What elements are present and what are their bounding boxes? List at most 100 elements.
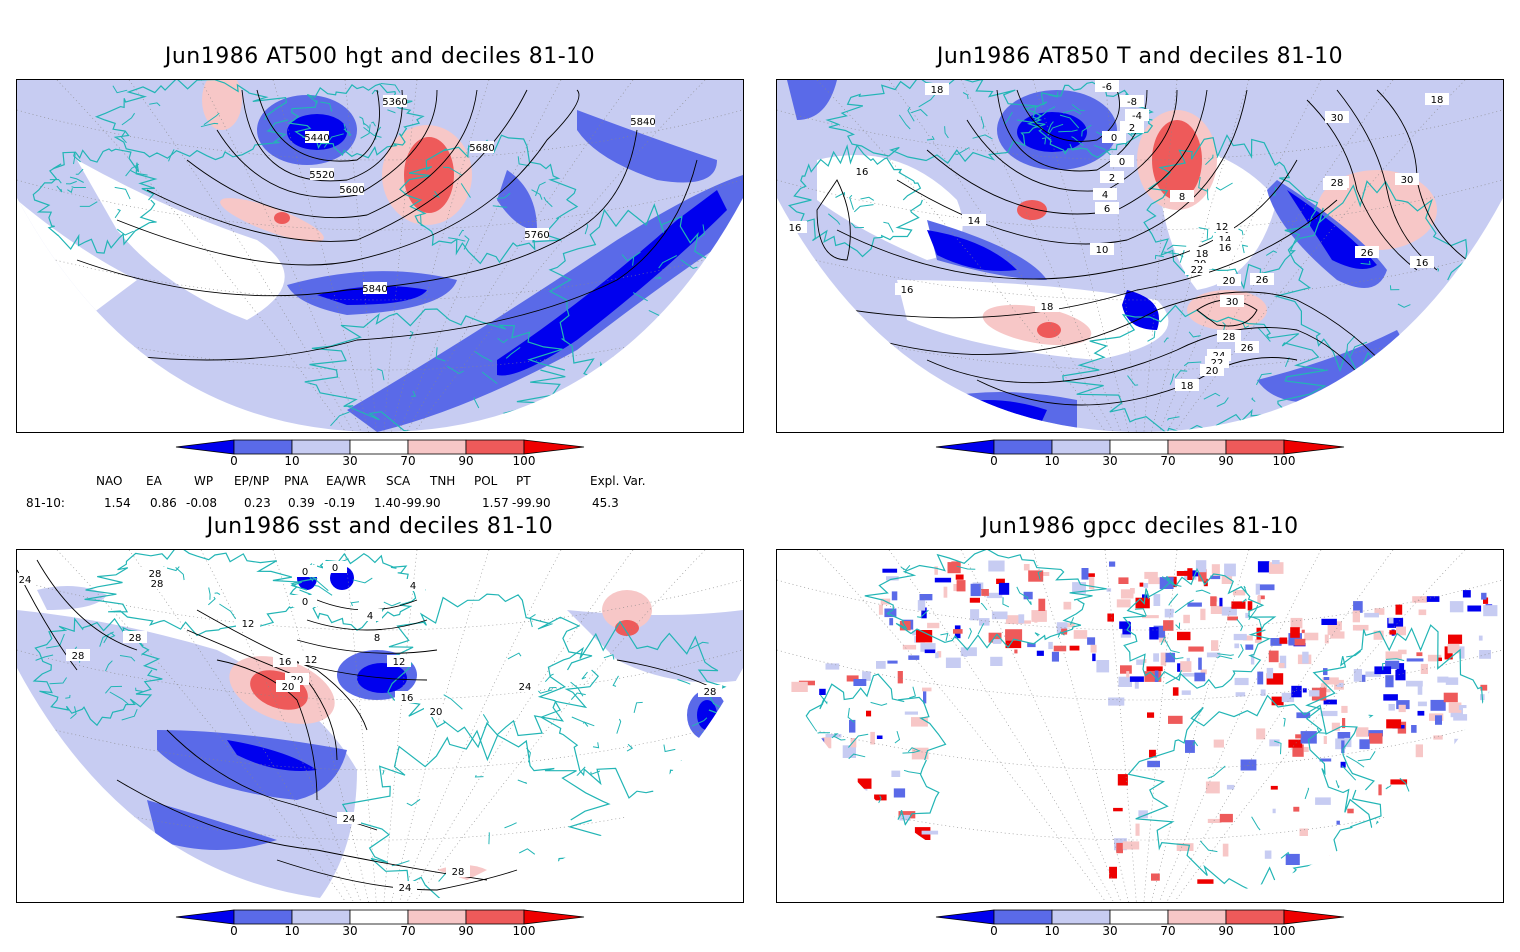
decile-cell [1123, 841, 1139, 849]
contour-label: 8 [1179, 192, 1185, 203]
decile-cell [925, 650, 936, 654]
decile-cell [1130, 676, 1144, 682]
decile-cell [1492, 805, 1503, 816]
country-border [1425, 798, 1429, 807]
contour-label: 28 [704, 687, 717, 698]
contour-label: 16 [279, 657, 292, 668]
decile-cell [1113, 808, 1123, 811]
decile-cell [1064, 602, 1072, 610]
contour-label: 12 [242, 619, 255, 630]
legend-swatch [466, 910, 524, 924]
decile-cell [1126, 671, 1129, 677]
decile-cell [1411, 725, 1417, 733]
decile-cell [1188, 647, 1203, 652]
decile-cell [1038, 599, 1045, 611]
contour-label: 5600 [339, 185, 364, 196]
contour-label: 24 [19, 575, 32, 586]
decile-cell [898, 671, 903, 683]
contour-label: 26 [1256, 275, 1269, 286]
decile-cell [894, 788, 905, 797]
contour-label: 24 [519, 682, 532, 693]
index-name-pt: PT [516, 474, 531, 488]
contour-label: 20 [430, 707, 443, 718]
decile-cell [1457, 774, 1471, 778]
decile-cell [970, 609, 979, 620]
legend-swatch [350, 440, 408, 454]
decile-cell [779, 704, 787, 713]
decile-cell [1185, 740, 1195, 753]
decile-cell [1458, 748, 1463, 759]
decile-cell [1395, 670, 1405, 681]
decile-cell [1303, 688, 1307, 692]
decile-cell [806, 823, 815, 832]
contour-label: 14 [968, 216, 981, 227]
contour-label: 18 [1181, 381, 1194, 392]
decile-cell [1304, 633, 1318, 641]
contour-label: 0 [1111, 133, 1117, 144]
decile-cell [1136, 598, 1150, 609]
decile-cell [858, 779, 872, 789]
index-value-pol: 1.57 [482, 496, 509, 510]
decile-cell [1450, 601, 1464, 612]
index-value-eawr: -0.19 [324, 496, 355, 510]
decile-cell [1416, 744, 1423, 757]
decile-cell [1136, 824, 1140, 836]
decile-cell [1347, 809, 1353, 814]
decile-cell [785, 707, 794, 717]
legend-tick-label: 70 [1148, 924, 1188, 938]
legend-swatch [292, 440, 350, 454]
legend-swatch [1110, 910, 1168, 924]
decile-cell [1302, 652, 1308, 664]
decile-cell [1437, 853, 1447, 860]
decile-cell [1096, 660, 1109, 672]
legend-swatch [408, 440, 466, 454]
decile-cell [1269, 651, 1279, 663]
legend-swatch [1110, 440, 1168, 454]
decile-cell [1140, 583, 1144, 587]
decile-cell [1109, 867, 1117, 879]
decile-cell [1166, 653, 1176, 663]
contour-label: 28 [129, 633, 142, 644]
panel-title-sst: Jun1986 sst and deciles 81-10 [16, 514, 744, 539]
decile-cell [1037, 651, 1044, 656]
decile-cell [1231, 601, 1245, 608]
decile-cell [1463, 590, 1471, 597]
decile-cell [1257, 672, 1263, 685]
decile-cell [1168, 716, 1183, 724]
decile-cell [796, 812, 810, 822]
decile-cell [1256, 584, 1260, 595]
decile-cell [1419, 610, 1427, 616]
decile-cell [990, 657, 1002, 666]
legend-tick-label: 0 [974, 454, 1014, 468]
decile-region [1017, 112, 1087, 152]
decile-cell [1052, 652, 1059, 662]
index-value-nao: 1.54 [104, 496, 131, 510]
contour-label: 5840 [630, 117, 655, 128]
contour-label: 18 [931, 85, 944, 96]
decile-cell [1364, 613, 1379, 618]
decile-cell [1154, 594, 1161, 606]
contour-label: 5520 [309, 170, 334, 181]
decile-cell [1108, 698, 1124, 706]
decile-cell [1273, 809, 1276, 814]
legend-arrow-low [176, 910, 234, 924]
index-name-pol: POL [474, 474, 497, 488]
legend-tick-label: 90 [1206, 454, 1246, 468]
decile-cell [1324, 736, 1327, 744]
decile-cell [1261, 689, 1266, 696]
decile-cell [1147, 666, 1163, 671]
decile-cell [911, 717, 928, 727]
decile-cell [1295, 734, 1301, 738]
decile-cell [1454, 739, 1471, 746]
decile-cell [1236, 692, 1246, 696]
decile-cell [1327, 689, 1331, 692]
index-value-ea: 0.86 [150, 496, 177, 510]
index-value-sca: 1.40 [374, 496, 401, 510]
decile-cell [1194, 673, 1205, 682]
index-value-wp: -0.08 [186, 496, 217, 510]
decile-cell [1211, 606, 1223, 614]
contour-label: 0 [332, 563, 338, 574]
legend-tick-label: 0 [214, 454, 254, 468]
decile-cell [1234, 644, 1239, 649]
